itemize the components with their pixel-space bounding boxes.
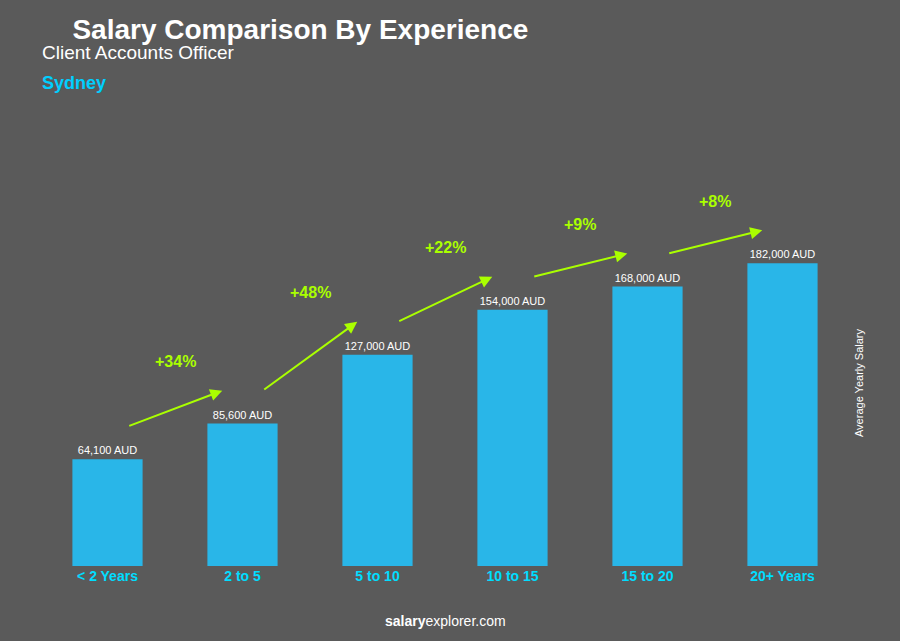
svg-text:10 to 15: 10 to 15: [486, 568, 538, 584]
svg-text:salaryexplorer.com: salaryexplorer.com: [385, 613, 506, 629]
svg-text:127,000 AUD: 127,000 AUD: [345, 340, 410, 352]
svg-text:182,000 AUD: 182,000 AUD: [750, 248, 815, 260]
svg-text:64,100 AUD: 64,100 AUD: [78, 444, 137, 456]
svg-text:+34%: +34%: [155, 353, 196, 370]
svg-text:168,000 AUD: 168,000 AUD: [615, 272, 680, 284]
svg-text:+8%: +8%: [699, 193, 731, 210]
svg-text:+22%: +22%: [425, 239, 466, 256]
svg-text:+48%: +48%: [290, 284, 331, 301]
svg-text:Client Accounts Officer: Client Accounts Officer: [42, 42, 235, 63]
svg-text:154,000 AUD: 154,000 AUD: [480, 295, 545, 307]
svg-text:Average Yearly Salary: Average Yearly Salary: [853, 328, 865, 437]
svg-text:Sydney: Sydney: [42, 73, 106, 93]
svg-text:Salary Comparison By Experienc: Salary Comparison By Experience: [72, 14, 528, 45]
svg-text:+9%: +9%: [564, 216, 596, 233]
svg-text:< 2 Years: < 2 Years: [77, 568, 138, 584]
svg-text:15 to 20: 15 to 20: [621, 568, 673, 584]
svg-text:20+ Years: 20+ Years: [750, 568, 815, 584]
svg-text:2 to 5: 2 to 5: [224, 568, 261, 584]
svg-text:5 to 10: 5 to 10: [355, 568, 400, 584]
svg-text:85,600 AUD: 85,600 AUD: [213, 409, 272, 421]
